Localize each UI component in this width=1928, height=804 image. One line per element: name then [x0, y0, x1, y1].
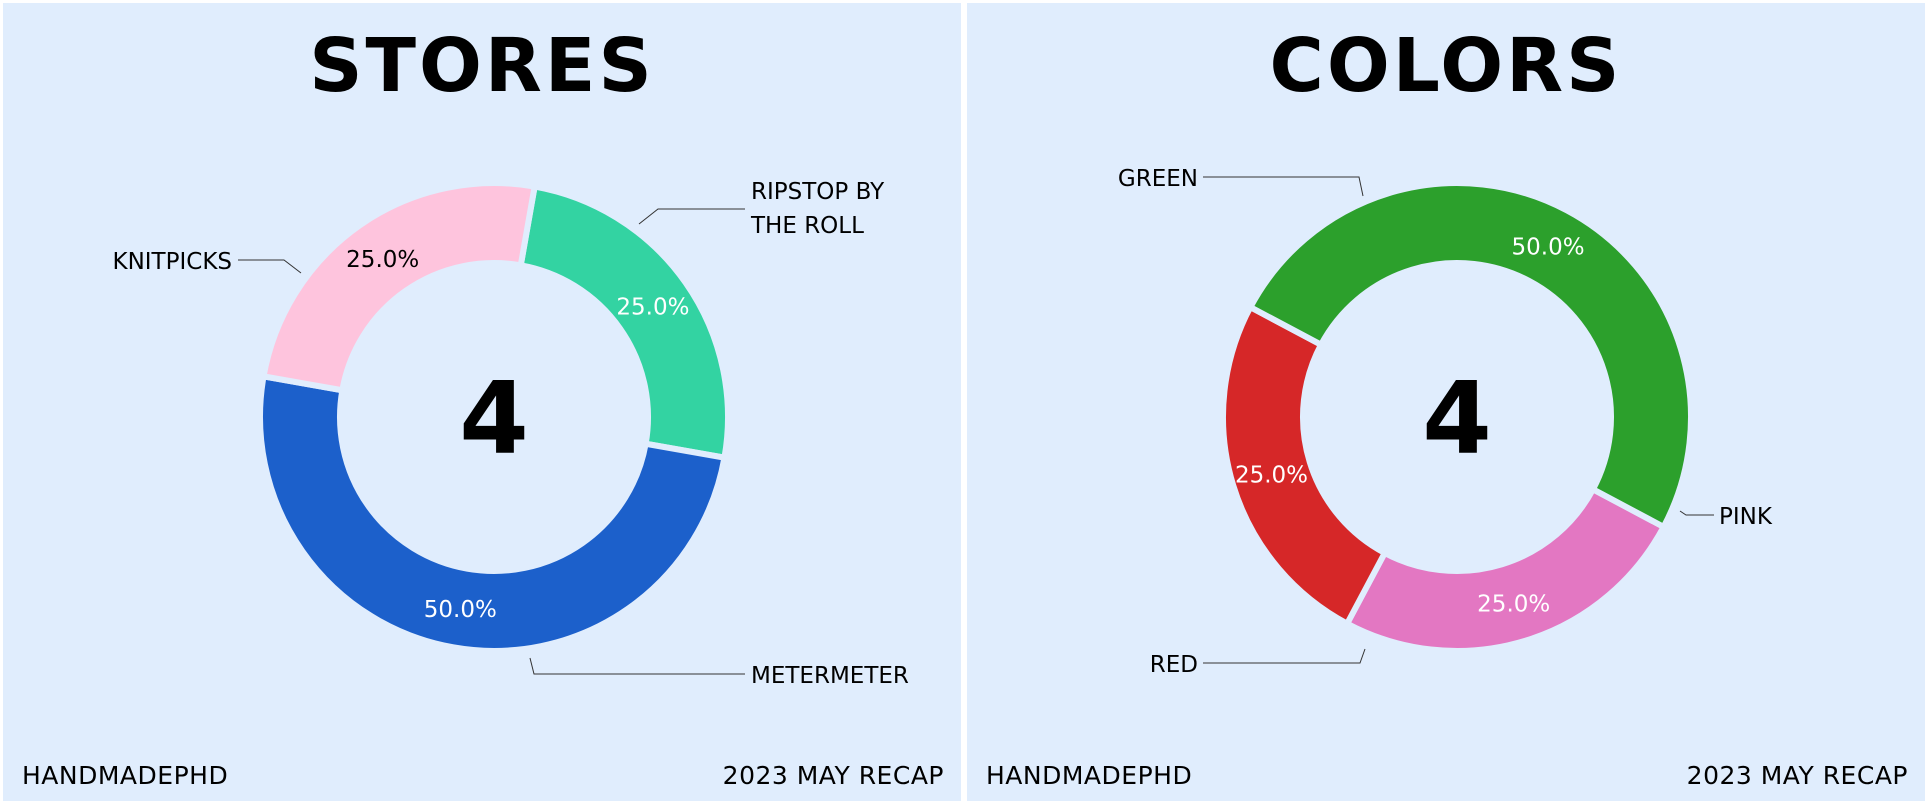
leader-line-pink — [1679, 510, 1714, 516]
slice-red — [1220, 303, 1389, 628]
leader-line-ripstop-by-the-roll — [638, 208, 745, 225]
pct-label-knitpicks: 25.0% — [346, 247, 419, 273]
leader-line-knitpicks — [238, 259, 302, 274]
category-label-ripstop-by-the-roll: THE ROLL — [750, 213, 864, 239]
category-label-red: RED — [1150, 652, 1198, 678]
center-value: 4 — [459, 360, 529, 477]
category-label-green: GREEN — [1118, 166, 1198, 192]
leader-line-metermeter — [529, 657, 745, 675]
slice-ripstop-by-the-roll — [517, 183, 731, 462]
slice-metermeter — [257, 372, 728, 654]
pct-label-red: 25.0% — [1235, 463, 1308, 489]
pct-label-green: 50.0% — [1512, 235, 1585, 261]
pct-label-metermeter: 50.0% — [424, 597, 497, 623]
pct-label-ripstop-by-the-roll: 25.0% — [616, 295, 689, 321]
center-value: 4 — [1422, 360, 1492, 477]
footer-period: 2023 MAY RECAP — [722, 761, 944, 790]
leader-line-green — [1203, 176, 1364, 197]
chart-title-colors: COLORS — [1269, 23, 1623, 109]
leader-line-red — [1203, 648, 1366, 664]
footer-period: 2023 MAY RECAP — [1686, 761, 1908, 790]
pct-label-pink: 25.0% — [1477, 592, 1550, 618]
footer-brand: HANDMADEPHD — [986, 761, 1193, 790]
slice-knitpicks — [260, 180, 539, 394]
stores-panel: STORES 25.0% RIPSTOP BY THE ROLL 50.0% METER… — [3, 3, 961, 801]
slice-pink — [1343, 485, 1668, 654]
colors-donut-chart: 25.0% PINK 25.0% RED 50.0% GREEN 4 — [1118, 166, 1773, 678]
category-label-pink: PINK — [1719, 504, 1773, 530]
category-label-metermeter: METERMETER — [751, 663, 909, 689]
footer-brand: HANDMADEPHD — [22, 761, 229, 790]
chart-title-stores: STORES — [309, 23, 655, 109]
colors-panel: COLORS 25.0% PINK 25.0% RED 50.0% GREEN 4 HAND… — [967, 3, 1925, 801]
stores-donut-chart: 25.0% RIPSTOP BY THE ROLL 50.0% METERMETER 25… — [112, 179, 909, 689]
slice-green — [1246, 180, 1694, 531]
category-label-knitpicks: KNITPICKS — [112, 249, 232, 275]
category-label-ripstop-by-the-roll: RIPSTOP BY — [751, 179, 885, 205]
